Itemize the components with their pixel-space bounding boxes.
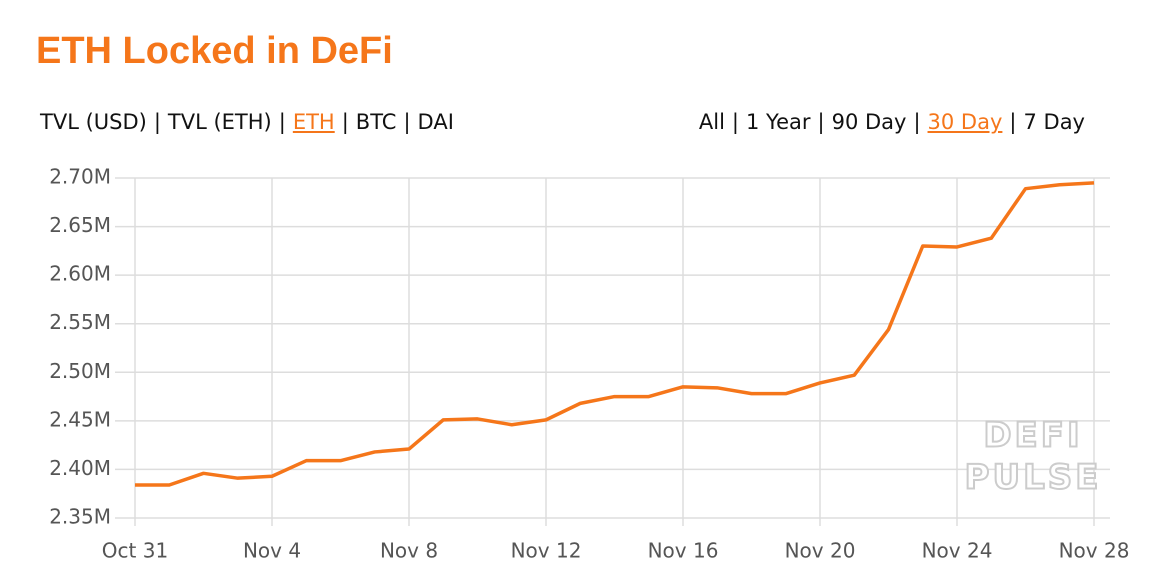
y-tick-label: 2.40M: [49, 456, 111, 480]
x-tick-label: Nov 8: [380, 539, 438, 563]
tab[interactable]: ETH: [292, 110, 335, 134]
watermark: PULSE: [965, 458, 1102, 498]
y-tick-label: 2.50M: [49, 359, 111, 383]
separator: |: [341, 110, 349, 134]
y-tick-label: 2.65M: [49, 213, 111, 237]
x-tick-label: Nov 16: [648, 539, 719, 563]
x-tick-label: Nov 24: [922, 539, 993, 563]
tab[interactable]: All: [698, 110, 725, 134]
x-tick-label: Nov 4: [243, 539, 301, 563]
tab[interactable]: TVL (USD): [40, 110, 147, 134]
x-tick-label: Oct 31: [102, 539, 168, 563]
x-tick-label: Nov 12: [511, 539, 582, 563]
tab[interactable]: 30 Day: [927, 110, 1003, 134]
separator: |: [913, 110, 921, 134]
tab[interactable]: DAI: [417, 110, 454, 134]
y-tick-label: 2.35M: [49, 505, 111, 529]
data-line: [135, 181, 1095, 487]
watermark: DEFI: [983, 416, 1082, 456]
y-tick-label: 2.70M: [49, 165, 111, 189]
tab[interactable]: 1 Year: [746, 110, 811, 134]
tab[interactable]: 7 Day: [1023, 110, 1085, 134]
x-tick-label: Nov 28: [1059, 539, 1130, 563]
tab[interactable]: TVL (ETH): [167, 110, 272, 134]
separator: |: [403, 110, 411, 134]
metric-tabs: TVL (USD) | TVL (ETH) | ETH | BTC | DAI: [40, 110, 461, 134]
y-tick-label: 2.55M: [49, 310, 111, 334]
title: ETH Locked in DeFi: [36, 30, 393, 72]
separator: |: [278, 110, 286, 134]
y-tick-label: 2.45M: [49, 407, 111, 431]
y-tick-label: 2.60M: [49, 262, 111, 286]
tab[interactable]: 90 Day: [831, 110, 907, 134]
x-tick-label: Nov 20: [785, 539, 856, 563]
separator: |: [817, 110, 825, 134]
separator: |: [153, 110, 161, 134]
tab[interactable]: BTC: [355, 110, 397, 134]
separator: |: [1009, 110, 1017, 134]
separator: |: [731, 110, 739, 134]
range-tabs: All | 1 Year | 90 Day | 30 Day | 7 Day: [699, 110, 1092, 134]
